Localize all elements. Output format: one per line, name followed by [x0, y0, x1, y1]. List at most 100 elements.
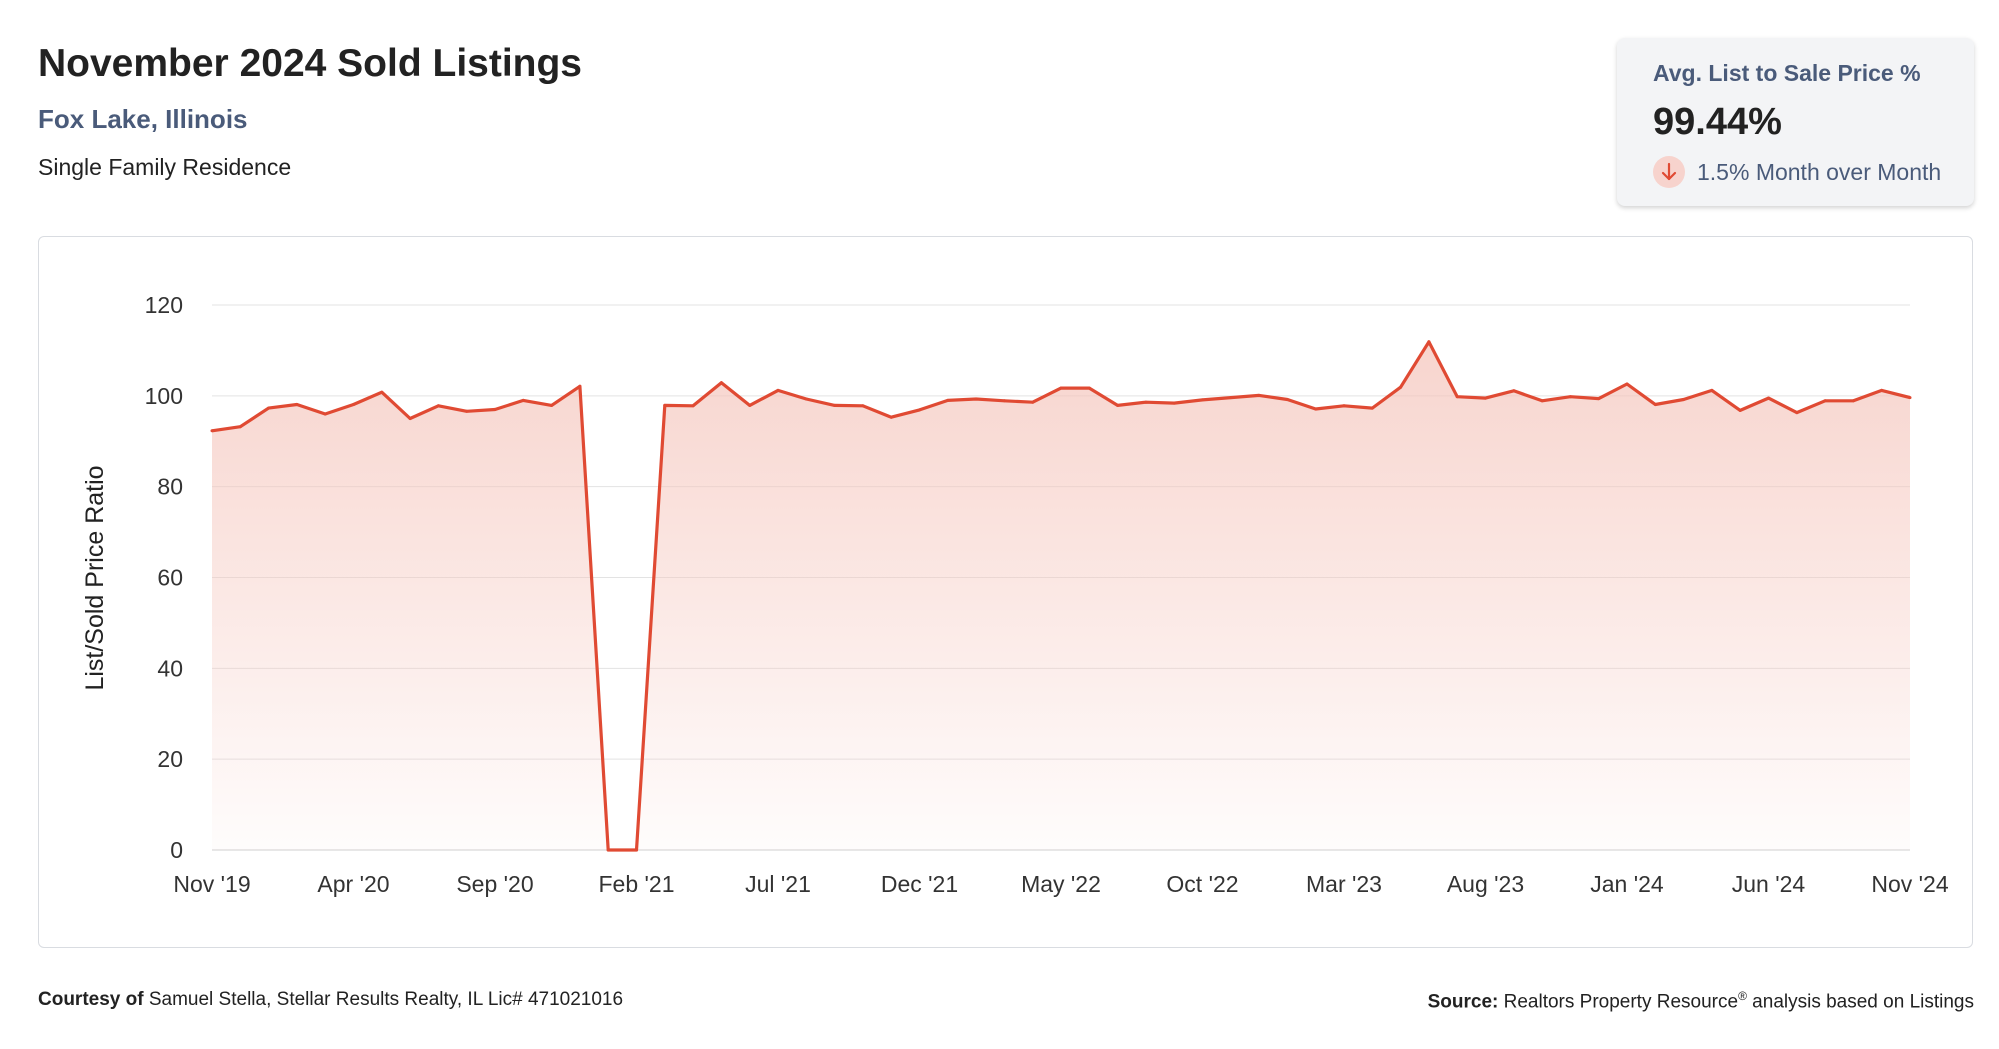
data-point [1767, 396, 1770, 400]
data-point [436, 404, 440, 408]
data-point [1597, 397, 1601, 401]
data-point [267, 406, 271, 410]
data-point [1002, 399, 1006, 403]
y-tick-label: 20 [157, 746, 183, 772]
data-point [1512, 389, 1516, 393]
x-tick-label: Oct '22 [1166, 871, 1238, 897]
property-type-label: Single Family Residence [38, 154, 292, 180]
data-point [1738, 408, 1742, 412]
x-tick-label: Nov '19 [173, 871, 250, 897]
y-tick-label: 60 [157, 565, 183, 591]
location-label: Fox Lake, Illinois [38, 104, 248, 134]
data-point [1229, 396, 1233, 400]
data-point [1201, 398, 1204, 402]
data-point [1710, 388, 1714, 392]
data-point [1484, 396, 1487, 400]
source-text-end: analysis based on Listings [1746, 991, 1974, 1013]
data-point [1455, 395, 1459, 399]
chart: 0 20 40 60 80 100 120 Nov '19 Apr '20 Sep '20 Feb … [81, 292, 1949, 897]
data-point [1342, 404, 1346, 408]
arrow-down-icon [1653, 156, 1685, 188]
data-point [408, 417, 412, 420]
area-fill [212, 341, 1910, 850]
kpi-change-text: 1.5% Month over Month [1697, 158, 1942, 185]
y-axis-label: List/Sold Price Ratio [81, 465, 109, 690]
x-tick-label: Aug '23 [1447, 871, 1524, 897]
y-tick-label: 80 [157, 474, 183, 500]
courtesy-text: Samuel Stella, Stellar Results Realty, I… [143, 989, 624, 1010]
data-point [1314, 407, 1318, 411]
data-point [833, 403, 837, 407]
data-point [918, 408, 921, 412]
chart-container [38, 236, 1973, 948]
courtesy-label: Courtesy of [38, 989, 144, 1010]
data-point [550, 403, 554, 407]
data-point [521, 398, 525, 402]
data-point [1116, 403, 1120, 407]
data-point [295, 403, 299, 406]
data-point [493, 408, 497, 411]
data-point [238, 425, 242, 429]
kpi-label: Avg. List to Sale Price % [1653, 60, 1921, 86]
x-tick-label: Mar '23 [1306, 871, 1382, 897]
data-point [578, 384, 582, 388]
x-tick-label: Jun '24 [1732, 871, 1806, 897]
footer-source: Source: Realtors Property Resource® anal… [1428, 989, 1974, 1013]
data-point [1427, 340, 1431, 344]
data-point [1172, 401, 1176, 405]
footer-courtesy: Courtesy of Samuel Stella, Stellar Resul… [38, 989, 623, 1011]
data-point [946, 398, 950, 402]
kpi-card: Avg. List to Sale Price % 99.44% 1.5% Mo… [1617, 38, 1974, 206]
x-tick-label: Nov '24 [1871, 871, 1948, 897]
data-point [1908, 396, 1912, 400]
registered-mark: ® [1738, 989, 1747, 1003]
data-point [663, 403, 667, 407]
data-point [974, 397, 978, 401]
data-point [1653, 403, 1657, 406]
x-tick-label: Feb '21 [599, 871, 675, 897]
data-point [691, 404, 695, 408]
data-point [1144, 400, 1148, 404]
kpi-value: 99.44% [1653, 101, 1782, 143]
x-tick-label: May '22 [1021, 871, 1101, 897]
data-point [1059, 386, 1063, 390]
data-point [1880, 388, 1884, 392]
data-point [1625, 382, 1629, 386]
data-point [1568, 395, 1572, 399]
y-tick-label: 120 [145, 292, 183, 318]
data-point [1285, 398, 1289, 401]
y-tick-label: 0 [170, 837, 183, 863]
source-text: Realtors Property Resource [1498, 991, 1739, 1013]
x-tick-label: Apr '20 [317, 871, 389, 897]
data-point [380, 390, 384, 394]
data-point [1682, 398, 1686, 401]
data-point [804, 397, 808, 401]
x-tick-label: Jul '21 [745, 871, 811, 897]
kpi-change: 1.5% Month over Month [1653, 156, 1974, 188]
data-point [1087, 386, 1091, 390]
data-point [719, 381, 723, 385]
data-point [1257, 393, 1261, 397]
data-point [1031, 400, 1035, 404]
data-point [635, 848, 638, 852]
data-point [748, 403, 752, 407]
source-label: Source: [1427, 991, 1499, 1013]
data-point [889, 415, 893, 419]
x-tick-label: Jan '24 [1590, 871, 1664, 897]
data-point [1399, 385, 1403, 389]
data-point [1823, 399, 1827, 403]
data-point [1370, 406, 1374, 410]
page-title: November 2024 Sold Listings [38, 42, 583, 85]
data-point [861, 404, 865, 408]
data-point [352, 403, 355, 406]
data-point [1851, 399, 1855, 403]
data-point [323, 412, 327, 416]
data-point [606, 848, 610, 852]
data-point [1795, 411, 1799, 415]
data-point [465, 409, 469, 413]
y-tick-label: 40 [157, 655, 183, 681]
x-tick-label: Dec '21 [881, 871, 958, 897]
y-tick-label: 100 [145, 383, 183, 409]
data-point [1540, 399, 1544, 403]
x-tick-label: Sep '20 [456, 871, 533, 897]
